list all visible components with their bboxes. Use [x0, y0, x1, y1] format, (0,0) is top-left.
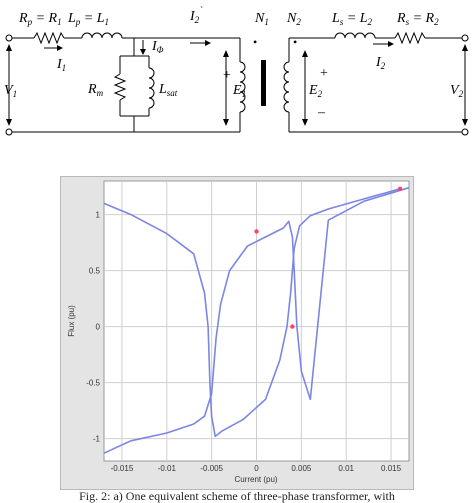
arrowhead [6, 44, 12, 51]
dot-secondary: • [293, 35, 297, 49]
hysteresis-branch-2 [103, 186, 410, 454]
hysteresis-plot: -0.015 -0.01 -0.005 0 0.005 0.01 0.015 -1 -0.5 0 0… [67, 180, 410, 484]
label-ls: Ls = L2 [331, 11, 373, 27]
label-i1: I1 [56, 57, 66, 73]
arrowhead [140, 49, 146, 55]
label-lp: Lp = L1 [67, 11, 109, 27]
x-axis-label: Current (pu) [234, 475, 277, 484]
y-axis-label: Flux (pu) [67, 305, 76, 337]
y-tick-label: 1 [96, 211, 101, 220]
label-rp: Rp = R1 [18, 11, 62, 27]
inductor-lsat [148, 67, 155, 109]
equivalent-circuit: Rp = R1 Lp = L1 I1 V1 I2` IΦ Rm Lsat + E… [4, 6, 469, 136]
hysteresis-branch-1 [103, 188, 401, 438]
curves [103, 186, 410, 454]
label-rm: Rm [87, 82, 104, 98]
dot-primary: • [253, 35, 257, 49]
x-tick-label: 0 [254, 464, 259, 473]
x-tick-label: 0.015 [381, 464, 402, 473]
label-iphi: IΦ [151, 39, 164, 55]
label-e1: E1 [232, 83, 246, 99]
resistor-rs [394, 31, 426, 45]
label-v2: V2 [450, 83, 464, 99]
marker-point [397, 186, 403, 192]
x-tick-label: -0.005 [200, 464, 223, 473]
label-plus-e2: + [320, 66, 328, 81]
terminal-bottom-left [5, 128, 13, 136]
winding-n1 [239, 61, 246, 113]
figure-caption: Fig. 2: a) One equivalent scheme of thre… [79, 489, 395, 503]
label-i2: I2 [375, 55, 386, 71]
x-tick-label: -0.015 [111, 464, 134, 473]
y-tick-label: -0.5 [86, 379, 100, 388]
x-tick-label: 0.005 [291, 464, 312, 473]
label-rs: Rs = R2 [396, 11, 439, 27]
markers [254, 186, 403, 329]
label-v1: V1 [4, 83, 17, 99]
arrowhead [462, 44, 468, 51]
y-tick-label: -1 [93, 435, 101, 444]
arrowhead [388, 41, 394, 47]
label-i2-prime: I2` [189, 6, 203, 25]
arrowhead [57, 45, 63, 51]
winding-n2 [283, 61, 290, 113]
inductor-lp [81, 32, 123, 39]
resistor-rm [113, 73, 127, 101]
y-tick-label: 0 [96, 323, 101, 332]
arrowhead [302, 50, 308, 57]
arrowhead [205, 40, 211, 46]
resistor-rp [33, 31, 65, 45]
label-plus-e1: + [223, 68, 231, 83]
label-n2: N2 [286, 11, 301, 27]
inductor-ls [334, 32, 376, 39]
marker-point [254, 229, 259, 234]
x-tick-label: -0.01 [158, 464, 177, 473]
grid [104, 181, 409, 461]
marker-point [290, 324, 295, 329]
terminal-bottom-right [461, 128, 469, 136]
terminal-top-left [5, 34, 13, 42]
label-minus-e2: – [317, 105, 326, 120]
arrowhead [462, 119, 468, 126]
label-e2: E2 [308, 83, 323, 99]
iron-core [261, 60, 266, 106]
x-tick-label: 0.01 [338, 464, 354, 473]
tick-labels: -0.015 -0.01 -0.005 0 0.005 0.01 0.015 -1 -0.5 0 0… [86, 211, 401, 473]
arrowhead [223, 50, 229, 57]
hysteresis-plot-panel: -0.015 -0.01 -0.005 0 0.005 0.01 0.015 -1 -0.5 0 0… [60, 176, 414, 490]
y-tick-label: 0.5 [89, 267, 101, 276]
label-lsat: Lsat [158, 82, 178, 98]
label-n1: N1 [254, 11, 269, 27]
terminal-top-right [461, 34, 469, 42]
arrowhead [302, 119, 308, 126]
arrowhead [223, 119, 229, 126]
arrowhead [6, 119, 12, 126]
